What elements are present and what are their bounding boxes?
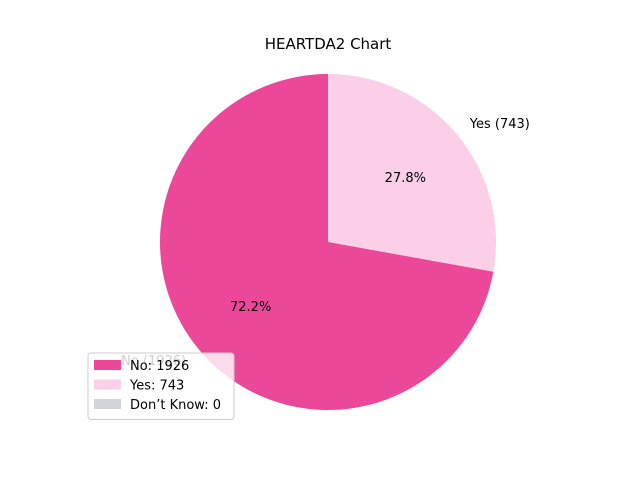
legend-label-no: No: 1926 — [130, 359, 189, 374]
legend-label-yes: Yes: 743 — [129, 379, 184, 394]
pct-label-no: 72.2% — [230, 300, 271, 315]
pie-slice-yes — [328, 74, 497, 272]
legend-label-don-t-know: Don’t Know: 0 — [130, 398, 221, 413]
legend-box — [87, 352, 235, 420]
pct-label-yes: 27.8% — [385, 171, 426, 186]
legend: No: 1926 Yes: 743 Don’t Know: 0 — [87, 352, 235, 420]
legend-swatch-no — [94, 360, 121, 370]
outer-label-yes: Yes (743) — [469, 117, 530, 132]
legend-swatch-yes — [94, 379, 121, 390]
pie-slices — [160, 74, 497, 411]
pie-slice-no — [160, 74, 494, 411]
chart-title: HEARTDA2 Chart — [265, 35, 392, 53]
legend-swatch-don-t-know — [94, 399, 121, 409]
